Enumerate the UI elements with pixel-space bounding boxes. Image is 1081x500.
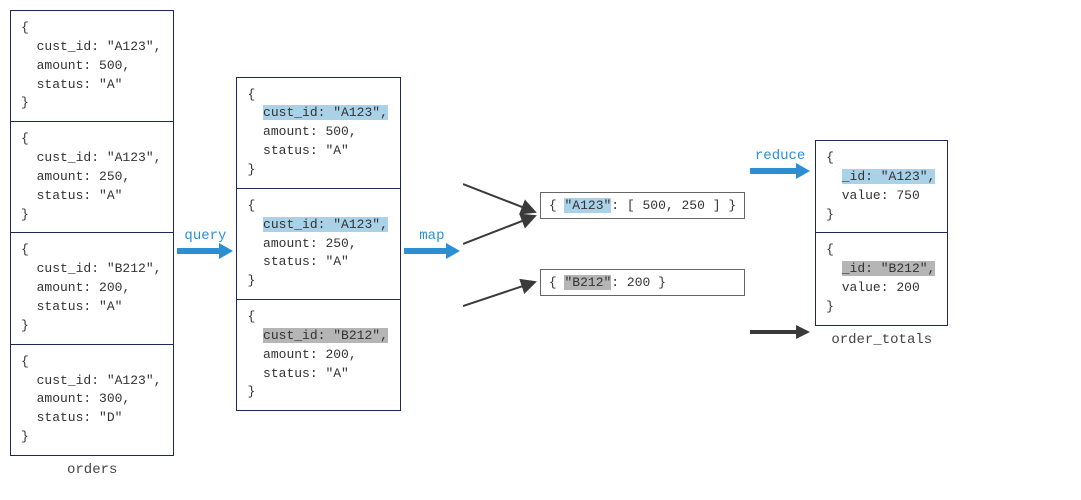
order-totals-stack: { _id: "A123", value: 750 }{ _id: "B212"…	[815, 140, 948, 326]
queried-record: { cust_id: "B212", amount: 200, status: …	[237, 300, 399, 410]
order-totals-label: order_totals	[815, 332, 948, 348]
arrow-icon	[750, 162, 810, 180]
map-arrow-block: map	[404, 228, 460, 260]
reduce-arrows-column: reduce	[748, 148, 812, 340]
mapreduce-diagram: { cust_id: "A123", amount: 500, status: …	[10, 10, 1071, 478]
orders-record: { cust_id: "A123", amount: 500, status: …	[11, 11, 173, 122]
orders-record: { cust_id: "B212", amount: 200, status: …	[11, 233, 173, 344]
order-totals-record: { _id: "A123", value: 750 }	[816, 141, 947, 233]
order-totals-record: { _id: "B212", value: 200 }	[816, 233, 947, 324]
grouped-record: { "A123": [ 500, 250 ] }	[540, 192, 745, 219]
orders-column: { cust_id: "A123", amount: 500, status: …	[10, 10, 174, 478]
order-totals-column: { _id: "A123", value: 750 }{ _id: "B212"…	[815, 140, 948, 348]
fanout-lines-icon	[463, 154, 537, 334]
query-arrow-block: query	[177, 228, 233, 260]
orders-record: { cust_id: "A123", amount: 250, status: …	[11, 122, 173, 233]
queried-stack: { cust_id: "A123", amount: 500, status: …	[236, 77, 400, 412]
arrow-icon	[750, 324, 810, 340]
orders-stack: { cust_id: "A123", amount: 500, status: …	[10, 10, 174, 456]
queried-record: { cust_id: "A123", amount: 500, status: …	[237, 78, 399, 189]
queried-column: { cust_id: "A123", amount: 500, status: …	[236, 77, 400, 412]
grouped-column: { "A123": [ 500, 250 ] } { "B212": 200 }	[540, 192, 745, 296]
orders-record: { cust_id: "A123", amount: 300, status: …	[11, 345, 173, 455]
orders-label: orders	[10, 462, 174, 478]
arrow-icon	[177, 242, 233, 260]
queried-record: { cust_id: "A123", amount: 250, status: …	[237, 189, 399, 300]
arrow-icon	[404, 242, 460, 260]
grouped-record: { "B212": 200 }	[540, 269, 745, 296]
